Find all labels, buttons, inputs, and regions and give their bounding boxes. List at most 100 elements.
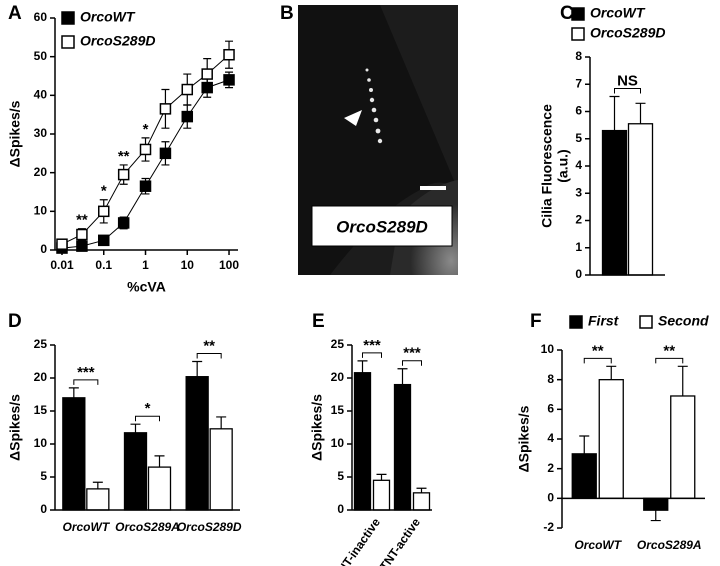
legend-swatch [639,315,653,329]
significance: * [143,121,149,138]
significance: NS [617,72,638,89]
y-axis-label: ΔSpikes/s [309,394,325,461]
y-tick-label: 4 [547,431,554,445]
y-tick-label: 4 [575,158,582,172]
legend-swatch [571,7,585,21]
error-bar [92,481,103,489]
x-tick-label: OrcoS289A [637,538,702,552]
error-bar [677,365,688,396]
y-tick-label: 0 [547,491,554,505]
y-tick-label: 0 [40,242,47,256]
marker [139,143,152,156]
legend-label: OrcoWT [590,5,646,21]
x-tick-label: TNT-active [377,515,423,566]
significance-bracket [402,360,422,366]
error-bar [357,360,368,373]
panel-label: D [8,311,22,332]
error-bar [606,365,617,380]
x-axis-label: %cVA [127,279,166,295]
bar [393,383,412,511]
y-tick-label: 20 [34,370,48,384]
y-tick-label: 15 [34,403,48,417]
bar [86,488,110,511]
y-tick-label: 0 [337,502,344,516]
y-tick-label: 7 [575,76,582,90]
legend-label: OrcoS289D [80,33,155,49]
bar [372,479,391,511]
legend-swatch [61,35,75,49]
marker [223,74,235,86]
y-tick-label: 10 [331,436,345,450]
bar [185,376,209,511]
panel-label: C [560,3,574,24]
bar [571,453,597,499]
bar [598,379,624,499]
y-tick-label: 8 [547,372,554,386]
y-tick-label: 50 [34,49,48,63]
marker [159,147,172,160]
y-tick-label: 2 [575,213,582,227]
legend-label: Second [658,313,709,329]
x-tick-label: 10 [181,258,195,272]
legend-swatch [61,11,75,25]
y-tick-label: 5 [337,469,344,483]
y-tick-label: 10 [34,436,48,450]
y-tick-label: 8 [575,49,582,63]
legend-swatch [569,315,583,329]
y-tick-label: 0 [575,267,582,281]
marker [201,68,213,80]
y-tick-label: 15 [331,403,345,417]
significance-bracket [583,357,612,364]
significance: ** [76,212,88,229]
marker [181,110,194,123]
y-axis-label: ΔSpikes/s [516,405,532,472]
x-tick-label: TNT-inactive [331,515,384,566]
bar [601,129,628,276]
y-tick-label: 30 [34,126,48,140]
y-tick-label: 6 [547,402,554,416]
image-caption: OrcoS289D [336,217,428,236]
x-tick-label: 0.1 [95,258,112,272]
error-bar [154,455,165,468]
marker [159,103,172,115]
image-panel: B OrcoS289D [280,3,458,275]
y-tick-label: -2 [543,520,554,534]
legend-label: OrcoS289D [590,25,665,41]
error-bar [376,473,387,481]
significance: *** [363,337,381,354]
y-tick-label: 20 [34,165,48,179]
y-tick-label: 2 [547,461,554,475]
x-tick-label: OrcoS289D [177,520,242,534]
bar [412,492,431,511]
y-tick-label: 1 [575,240,582,254]
y-axis-label: (a.u.) [555,149,571,182]
significance-bracket [73,379,99,385]
significance: ** [663,342,675,359]
bar [209,428,233,511]
arrowhead [344,110,362,126]
marker [117,217,130,229]
x-tick-label: OrcoWT [574,538,622,552]
bar [643,497,669,511]
significance-bracket [196,353,222,359]
y-tick-label: 5 [575,131,582,145]
x-tick-label: OrcoWT [62,520,110,534]
cilia-spots [365,68,383,144]
marker [117,168,130,181]
error-bar [579,435,590,454]
legend-label: First [588,313,620,329]
panel-label: E [312,311,325,332]
error-bar [397,368,408,385]
marker [139,180,152,192]
bar [353,372,372,511]
legend-swatch [571,27,585,41]
error-bar [416,487,427,493]
y-tick-label: 20 [331,370,345,384]
error-bar [609,95,620,131]
y-tick-label: 40 [34,88,48,102]
significance: ** [203,337,215,354]
error-bar [650,510,661,522]
x-tick-label: OrcoS289A [115,520,180,534]
bar [62,397,86,511]
